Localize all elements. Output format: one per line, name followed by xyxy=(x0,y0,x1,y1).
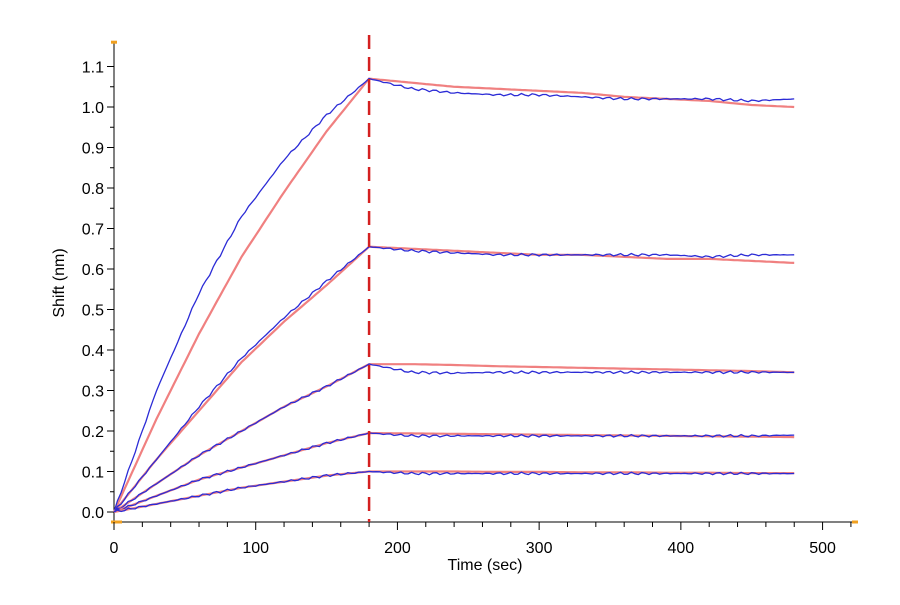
fit-curve-5 xyxy=(113,470,795,514)
y-tick-label: 0.3 xyxy=(82,384,104,401)
curve-group xyxy=(112,77,795,513)
fit-curve-2 xyxy=(113,245,795,513)
measured-curve-3 xyxy=(113,363,795,513)
fit-curve-3 xyxy=(113,363,795,513)
y-tick-label: 1.1 xyxy=(82,60,104,77)
x-tick-label: 400 xyxy=(668,540,695,557)
series-layer xyxy=(112,77,795,514)
y-tick-label: 0.5 xyxy=(82,303,104,320)
curve-group xyxy=(113,363,795,513)
y-tick-label: 0.1 xyxy=(82,465,104,482)
y-tick-label: 0.7 xyxy=(82,222,104,239)
x-tick-label: 500 xyxy=(809,540,836,557)
axes: 0.0 0.1 0.2 0.3 0.4 0.5 0.6 0.7 0.8 0.9 1.0 1.1 0 100… xyxy=(82,40,858,557)
curve-group xyxy=(113,470,795,514)
x-tick-label: 100 xyxy=(242,540,269,557)
curve-group xyxy=(113,431,795,514)
y-tick-label: 0.2 xyxy=(82,424,104,441)
fit-curve-1 xyxy=(112,77,795,513)
x-tick-label: 0 xyxy=(110,540,119,557)
measured-curve-1 xyxy=(113,77,795,513)
y-tick-label: 0.8 xyxy=(82,181,104,198)
y-tick-label: 0.9 xyxy=(82,141,104,158)
x-tick-label: 300 xyxy=(526,540,553,557)
curve-group xyxy=(113,245,795,513)
x-axis-title: Time (sec) xyxy=(448,557,523,574)
y-tick-label: 0.0 xyxy=(82,505,104,522)
y-tick-label: 1.0 xyxy=(82,100,104,117)
y-axis-title: Shift (nm) xyxy=(51,248,68,317)
measured-curve-5 xyxy=(113,470,795,513)
measured-curve-2 xyxy=(113,245,795,513)
y-tick-label: 0.6 xyxy=(82,262,104,279)
x-tick-label: 200 xyxy=(384,540,411,557)
measured-curve-4 xyxy=(113,432,795,513)
y-tick-label: 0.4 xyxy=(82,343,104,360)
